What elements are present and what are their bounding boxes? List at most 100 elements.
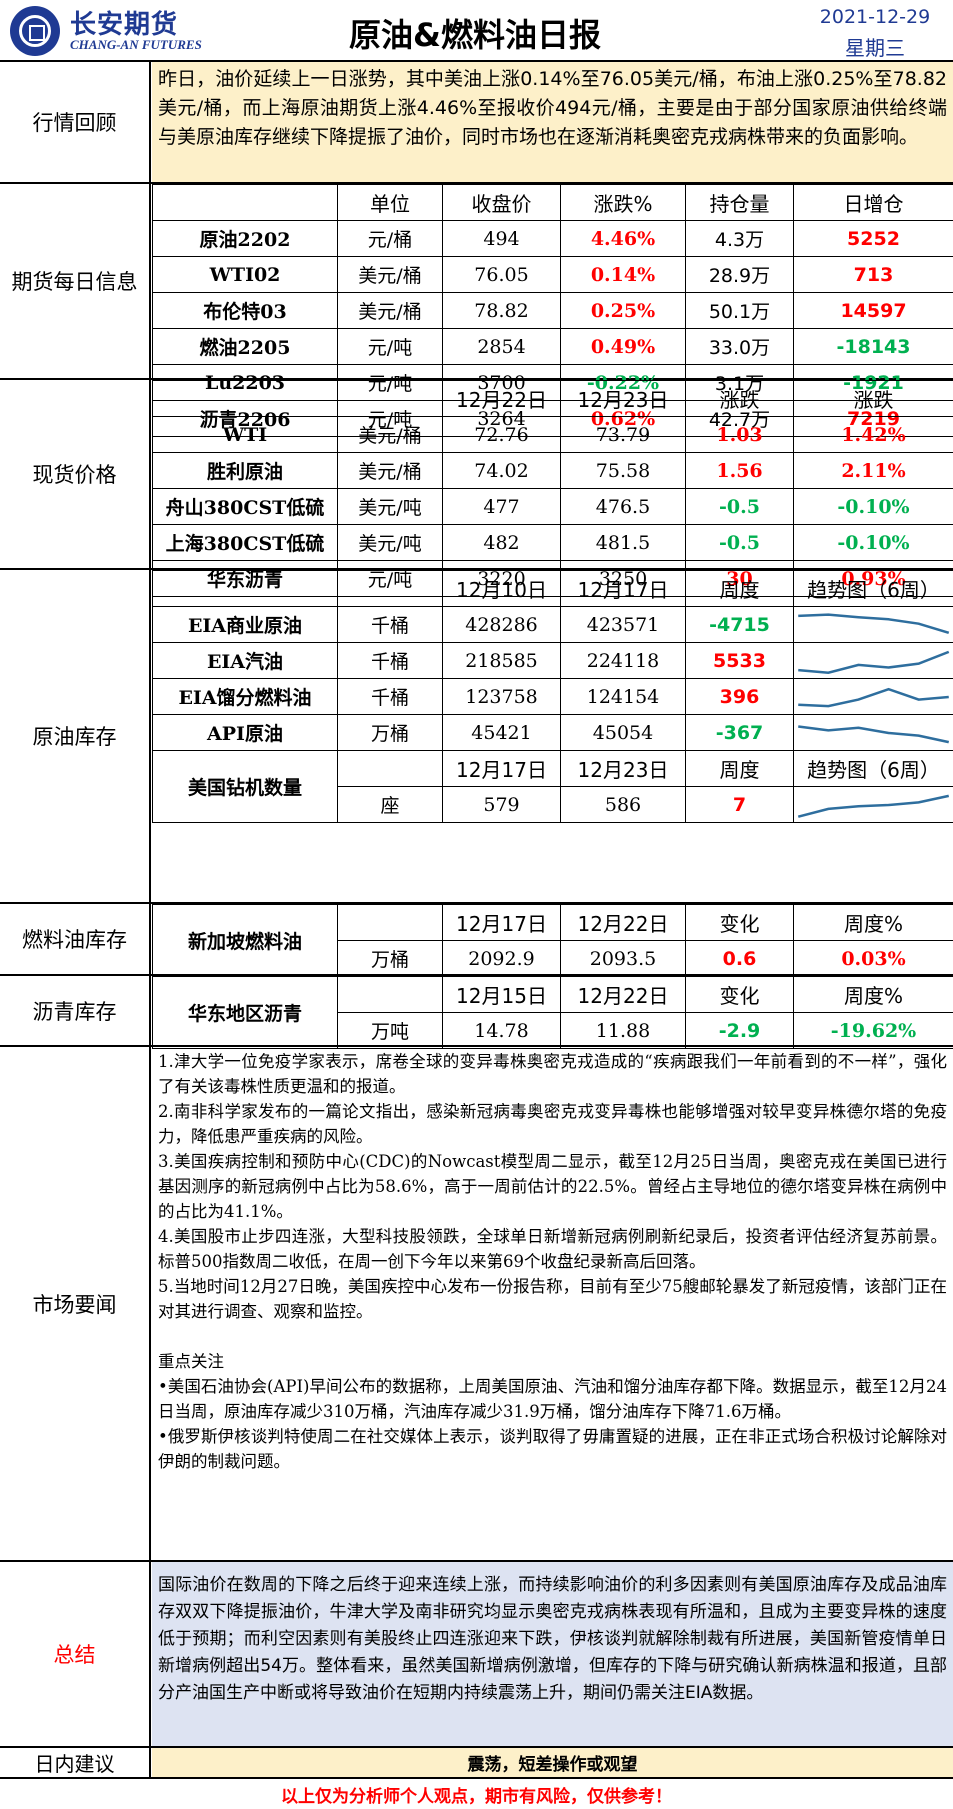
unit: 美元/桶 bbox=[337, 452, 443, 489]
unit: 美元/桶 bbox=[337, 416, 443, 453]
fuel-oil-value-2: 2093.5 bbox=[560, 940, 686, 977]
spot-price-section: 现货价格 12月22日 12月23日 涨跌 涨跌 WTI 美元/桶 72.76 73.79 1.… bbox=[0, 380, 953, 597]
contract-name: 燃油2205 bbox=[152, 328, 338, 365]
unit: 千桶 bbox=[337, 606, 443, 643]
price-day-2: 73.79 bbox=[560, 416, 686, 453]
trend-sparkline bbox=[798, 687, 949, 707]
inventory-name: EIA馏分燃料油 bbox=[152, 678, 338, 715]
rig-prev: 579 bbox=[442, 786, 561, 823]
asphalt-unit: 万吨 bbox=[337, 1012, 443, 1049]
price-day-1: 482 bbox=[442, 524, 561, 561]
market-review-label: 行情回顾 bbox=[0, 62, 151, 182]
inventory-row: API原油 万桶 45421 45054 -367 bbox=[152, 714, 953, 751]
news-item: 5.当地时间12月27日晚，美国疾控中心发布一份报告称，目前有至少75艘邮轮暴发… bbox=[158, 1277, 947, 1321]
rig-row: 座 579 586 7 bbox=[153, 786, 953, 823]
futures-label: 期货每日信息 bbox=[0, 184, 151, 378]
fuel-oil-inventory-table: 新加坡燃料油 12月17日 12月22日 变化 周度% 万桶 2092.9 20… bbox=[152, 904, 953, 977]
blank-cell bbox=[152, 184, 338, 221]
change-pct: -0.10% bbox=[793, 524, 953, 561]
spot-header: 涨跌 bbox=[685, 380, 794, 417]
close-price: 2854 bbox=[442, 328, 561, 365]
unit: 美元/桶 bbox=[337, 292, 443, 329]
futures-header: 日增仓 bbox=[793, 184, 953, 221]
rig-header: 12月23日 bbox=[560, 750, 686, 787]
fuel-oil-value-1: 2092.9 bbox=[442, 940, 561, 977]
trend-sparkline bbox=[797, 794, 950, 818]
focus-item: •俄罗斯伊核谈判特使周二在社交媒体上表示，谈判取得了毋庸置疑的进展，正在非正式场… bbox=[158, 1427, 947, 1471]
spot-row: 舟山380CST低硫 美元/吨 477 476.5 -0.5 -0.10% bbox=[152, 488, 953, 525]
fuel-oil-change: 0.6 bbox=[685, 940, 794, 977]
unit: 美元/桶 bbox=[337, 256, 443, 293]
inventory-prev: 45421 bbox=[442, 714, 561, 751]
rig-header: 趋势图（6周） bbox=[793, 750, 953, 787]
market-news-label: 市场要闻 bbox=[0, 1047, 151, 1560]
crude-inventory-section: 原油库存 12月10日 12月17日 周度 趋势图（6周） EIA商业原油 千桶 42828… bbox=[0, 570, 953, 904]
news-item: 3.美国疾病控制和预防中心(CDC)的Nowcast模型周二显示，截至12月25… bbox=[158, 1152, 947, 1221]
inventory-name: EIA汽油 bbox=[152, 642, 338, 679]
change-pct: -0.10% bbox=[793, 488, 953, 525]
inventory-prev: 428286 bbox=[442, 606, 561, 643]
weekly-change: 5533 bbox=[685, 642, 794, 679]
inventory-name: API原油 bbox=[152, 714, 338, 751]
news-item: 2.南非科学家发布的一篇论文指出，感染新冠病毒奥密克戎变异毒株也能够增强对较早变… bbox=[158, 1102, 947, 1146]
open-interest: 4.3万 bbox=[685, 220, 794, 257]
trend-sparkline bbox=[798, 612, 950, 634]
spot-price-label: 现货价格 bbox=[0, 380, 151, 568]
market-news-section: 市场要闻 1.津大学一位免疫学家表示，席卷全球的变异毒株奥密克戎造成的“疾病跟我… bbox=[0, 1047, 953, 1562]
daily-oi-change: -18143 bbox=[793, 328, 953, 365]
market-review-section: 行情回顾 昨日，油价延续上一日涨势，其中美油上涨0.14%至76.05美元/桶，… bbox=[0, 62, 953, 184]
report-date: 2021-12-29 bbox=[819, 6, 931, 28]
unit: 美元/吨 bbox=[337, 524, 443, 561]
company-name-cn: 长安期货 bbox=[70, 10, 179, 40]
trend-chart-cell bbox=[793, 678, 953, 715]
trend-line bbox=[798, 612, 950, 634]
report-title: 原油&燃料油日报 bbox=[349, 16, 601, 54]
crude-inventory-table: 12月10日 12月17日 周度 趋势图（6周） EIA商业原油 千桶 428286 4235… bbox=[152, 570, 953, 823]
trend-line bbox=[798, 650, 950, 674]
spot-header: 12月23日 bbox=[560, 380, 686, 417]
trend-chart-cell bbox=[793, 642, 953, 679]
inventory-row: EIA馏分燃料油 千桶 123758 124154 396 bbox=[152, 678, 953, 715]
daily-oi-change: 5252 bbox=[793, 220, 953, 257]
asphalt-inventory-label: 沥青库存 bbox=[0, 976, 151, 1045]
futures-header: 单位 bbox=[337, 184, 443, 221]
spot-name: WTI bbox=[152, 416, 338, 453]
news-item: 4.美国股市止步四连涨，大型科技股领跌，全球单日新增新冠病例刷新纪录后，投资者评… bbox=[158, 1227, 947, 1271]
fuel-oil-unit: 万桶 bbox=[337, 940, 443, 977]
spot-row: 上海380CST低硫 美元/吨 482 481.5 -0.5 -0.10% bbox=[152, 524, 953, 561]
company-logo-icon bbox=[10, 6, 60, 56]
trend-sparkline bbox=[798, 650, 950, 674]
change-pct: 0.14% bbox=[560, 256, 686, 293]
report-header: 长安期货 CHANG-AN FUTURES 原油&燃料油日报 2021-12-2… bbox=[0, 0, 953, 62]
change: -0.5 bbox=[685, 488, 794, 525]
unit: 美元/吨 bbox=[337, 488, 443, 525]
spot-row: 胜利原油 美元/桶 74.02 75.58 1.56 2.11% bbox=[152, 452, 953, 489]
summary-text: 国际油价在数周的下降之后终于迎来连续上涨，而持续影响油价的利多因素则有美国原油库… bbox=[152, 1562, 953, 1746]
contract-name: 原油2202 bbox=[152, 220, 338, 257]
blank-cell bbox=[337, 750, 443, 787]
news-item: 1.津大学一位免疫学家表示，席卷全球的变异毒株奥密克戎造成的“疾病跟我们一年前看… bbox=[158, 1052, 947, 1096]
asphalt-header-1: 12月15日 bbox=[442, 976, 561, 1013]
trend-line bbox=[798, 687, 949, 707]
asphalt-value-2: 11.88 bbox=[560, 1012, 686, 1049]
fuel-oil-header-2: 12月22日 bbox=[560, 904, 686, 941]
futures-section: 期货每日信息 单位 收盘价 涨跌% 持仓量 日增仓 原油2202 元/桶 494 4.46% 4.… bbox=[0, 184, 953, 437]
spot-header: 12月22日 bbox=[442, 380, 561, 417]
crude-inventory-label: 原油库存 bbox=[0, 570, 151, 902]
market-review-text: 昨日，油价延续上一日涨势，其中美油上涨0.14%至76.05美元/桶，布油上涨0… bbox=[152, 62, 953, 182]
fuel-oil-change-pct: 0.03% bbox=[793, 940, 953, 977]
trend-sparkline bbox=[798, 724, 950, 743]
change-pct: 1.42% bbox=[793, 416, 953, 453]
unit: 元/桶 bbox=[337, 220, 443, 257]
futures-row: WTI02 美元/桶 76.05 0.14% 28.9万 713 bbox=[152, 256, 953, 293]
focus-title: 重点关注 bbox=[158, 1352, 224, 1371]
weekly-change: -367 bbox=[685, 714, 794, 751]
inventory-latest: 124154 bbox=[560, 678, 686, 715]
asphalt-inventory-section: 沥青库存 华东地区沥青 12月15日 12月22日 变化 周度% 万吨 14.7… bbox=[0, 976, 953, 1049]
trend-line bbox=[798, 724, 950, 743]
futures-header: 持仓量 bbox=[685, 184, 794, 221]
open-interest: 33.0万 bbox=[685, 328, 794, 365]
rig-latest: 586 bbox=[560, 786, 686, 823]
blank-cell bbox=[152, 570, 338, 607]
change: 1.03 bbox=[685, 416, 794, 453]
